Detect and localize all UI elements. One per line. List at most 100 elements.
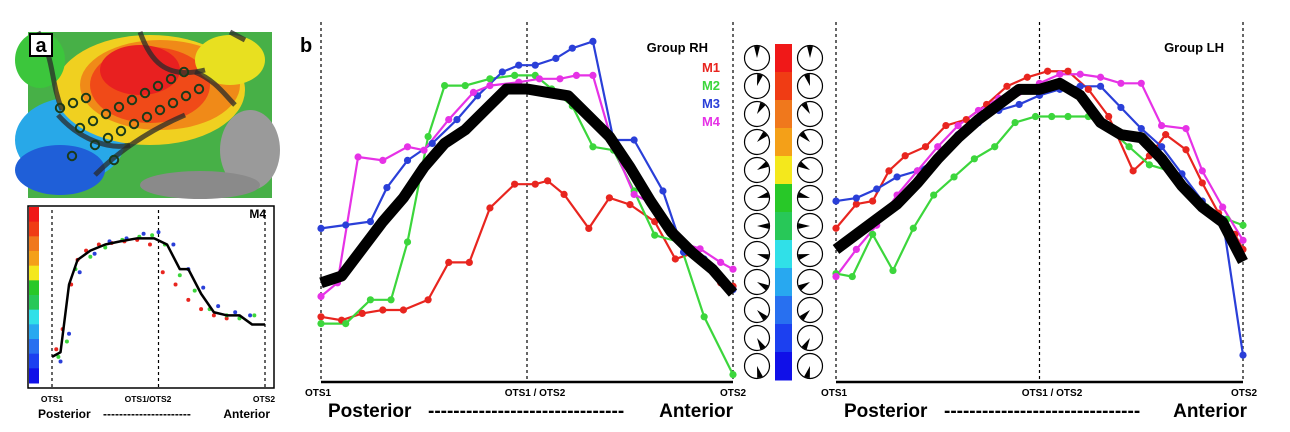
m2-point xyxy=(651,231,659,239)
legend-m1: M1 xyxy=(702,60,720,75)
roi-dot xyxy=(67,97,79,109)
m3-point xyxy=(873,185,881,193)
m2-point xyxy=(317,320,325,328)
m2-point xyxy=(511,71,519,79)
m2-point xyxy=(403,238,412,246)
mean-line xyxy=(51,237,265,358)
m2-point xyxy=(486,75,494,83)
m1-point xyxy=(885,167,893,175)
lh-title: Group LH xyxy=(1164,40,1224,55)
m2-point xyxy=(424,133,432,141)
m4-point xyxy=(1056,70,1064,78)
m4-point xyxy=(1158,121,1166,130)
m4-point xyxy=(556,75,564,83)
roi-dot xyxy=(193,83,205,95)
m4-point xyxy=(630,190,638,198)
m3-point xyxy=(1137,125,1145,133)
angle-wedge xyxy=(807,45,813,58)
m4-point xyxy=(445,116,453,124)
rh-chart: Group RH M1 M2 M3 M4 OTS1 OTS1 / OTS2 OT… xyxy=(305,22,746,422)
inset-plot xyxy=(51,210,266,388)
lh-direction-dashes: ------------------------------- xyxy=(944,401,1140,422)
m1-point xyxy=(465,258,473,266)
m4-point xyxy=(1219,203,1227,211)
series-1-point xyxy=(173,282,178,287)
inset-x-label-end: OTS2 xyxy=(253,394,275,404)
m3-point xyxy=(1015,100,1023,109)
colorbar-swatch xyxy=(775,296,792,325)
angle-wedge xyxy=(757,310,768,321)
series-1-point xyxy=(224,316,229,321)
inset-colorbar xyxy=(29,207,39,384)
m2-point xyxy=(1031,112,1040,121)
series-3-point xyxy=(156,230,161,235)
roi-dot xyxy=(54,102,66,114)
rh-direction-left: Posterior xyxy=(328,401,412,422)
roi-dot xyxy=(100,108,112,120)
angle-wedge xyxy=(798,223,810,229)
m3-point xyxy=(453,116,461,124)
series-3-point xyxy=(233,310,238,315)
m1-point xyxy=(511,180,519,188)
m1-point xyxy=(399,306,407,314)
angle-wedge xyxy=(798,192,810,198)
m1-point xyxy=(486,204,494,212)
rh-title: Group RH xyxy=(647,40,708,55)
m3-point xyxy=(428,139,436,147)
roi-dot xyxy=(141,111,153,123)
colorbar-swatch xyxy=(29,280,39,296)
roi-dot xyxy=(126,94,138,106)
lh-x-label-start: OTS1 xyxy=(821,388,848,399)
series-2-point xyxy=(64,339,69,344)
colorbar-swatch xyxy=(29,295,39,311)
m4-point xyxy=(954,121,962,130)
m4-point xyxy=(1076,70,1084,78)
panel-a-label: a xyxy=(35,35,47,57)
m1-point xyxy=(921,143,930,151)
mean-line xyxy=(832,77,1248,265)
m4-point xyxy=(717,258,725,266)
angle-wedge xyxy=(799,310,810,321)
series-1-point xyxy=(186,297,191,302)
lh-chart: Group LH OTS1 OTS1 / OTS2 OTS2 Posterior… xyxy=(821,22,1257,422)
series-3-point xyxy=(58,359,63,364)
m3-point xyxy=(317,224,325,232)
angle-wedge xyxy=(754,46,760,58)
rh-direction-dashes: ------------------------------- xyxy=(428,401,624,422)
inset-direction-left: Posterior xyxy=(38,407,91,421)
mean-line xyxy=(319,83,738,297)
m3-point xyxy=(552,54,560,63)
m3-point xyxy=(1158,143,1166,151)
angle-wedge xyxy=(757,192,769,198)
roi-dot xyxy=(154,104,166,116)
m4-point xyxy=(729,265,737,273)
m3-point xyxy=(832,197,840,205)
panel-b: b Group RH M1 M2 M3 M4 OTS1 OTS1 / OTS2 … xyxy=(300,22,1257,422)
m2-point xyxy=(991,143,999,151)
colorbar-swatch xyxy=(29,309,39,325)
m1-point xyxy=(671,255,679,263)
m3-point xyxy=(403,156,412,164)
colorbar-swatch xyxy=(775,72,792,101)
colorbar-swatch xyxy=(775,212,792,241)
m3-point xyxy=(515,61,523,69)
m3-line xyxy=(320,39,734,291)
series-3-point xyxy=(171,242,176,247)
angle-colorbar-legend xyxy=(743,44,824,381)
lh-direction-right: Anterior xyxy=(1173,401,1248,422)
m2-point xyxy=(889,266,897,275)
m4-point xyxy=(486,82,494,90)
m3-point xyxy=(568,44,576,52)
m2-point xyxy=(1125,143,1133,151)
colorbar-swatch xyxy=(29,236,39,252)
m1-point xyxy=(869,197,877,205)
panel-b-label: b xyxy=(300,35,312,57)
m1-point xyxy=(1003,82,1011,90)
m1-point xyxy=(1198,179,1206,187)
panel-a: a M4 OTS1 OTS1/OTS2 OTS2 Posterior -----… xyxy=(15,29,280,421)
m4-point xyxy=(1096,73,1105,81)
roi-dot xyxy=(66,150,78,162)
roi-dot xyxy=(108,154,120,166)
m2-point xyxy=(700,313,708,321)
m1-point xyxy=(358,309,366,317)
